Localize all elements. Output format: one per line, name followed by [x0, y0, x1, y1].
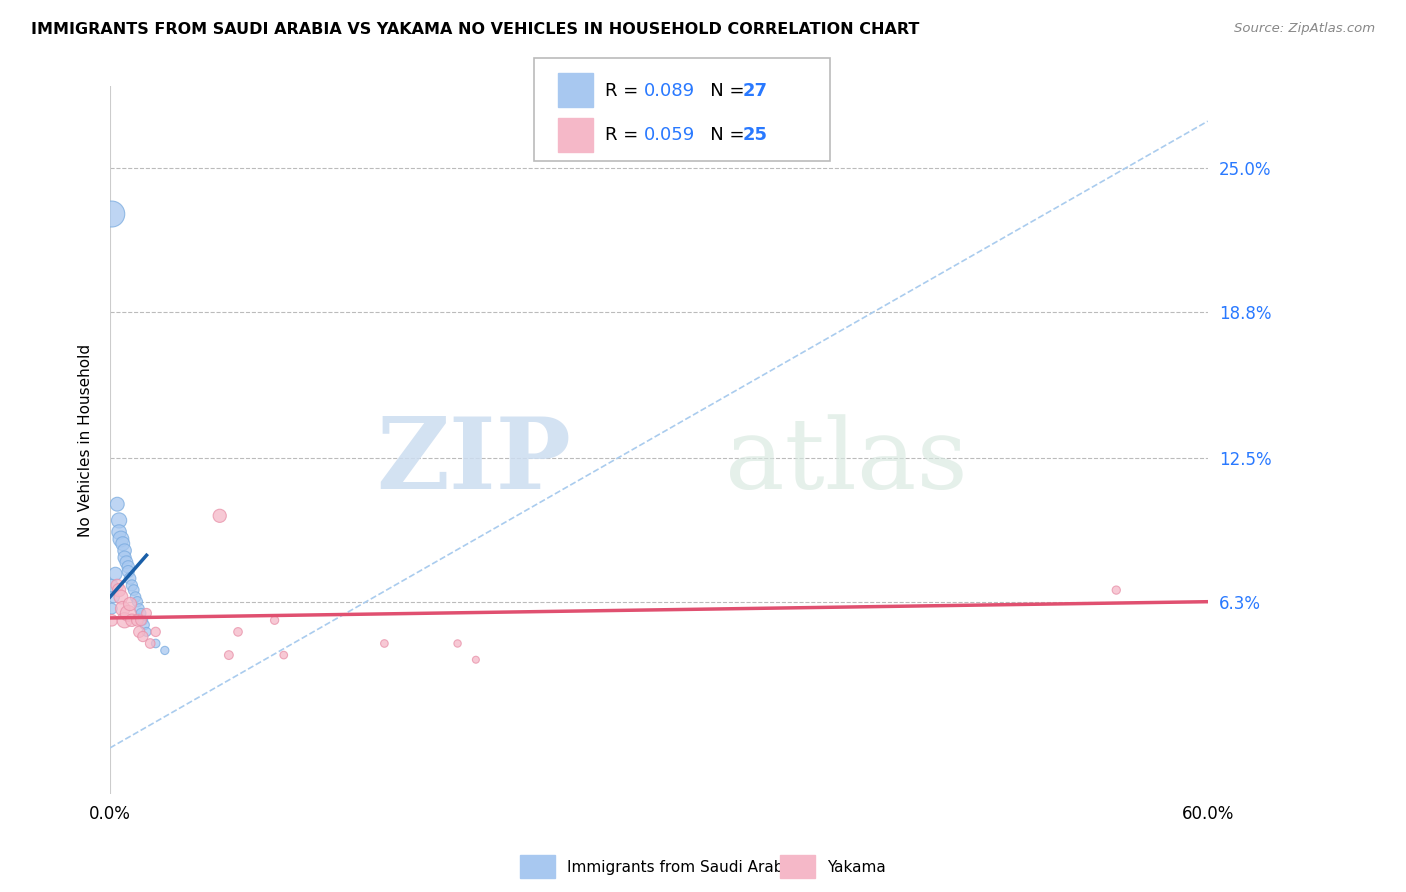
Point — [100, 601, 122, 615]
Point — [218, 648, 240, 662]
Point — [117, 607, 139, 621]
Point — [153, 643, 176, 657]
Point — [129, 607, 152, 621]
Text: N =: N = — [693, 81, 751, 100]
Point — [121, 613, 143, 627]
Point — [1105, 583, 1128, 598]
Point — [132, 630, 155, 644]
Point — [111, 536, 134, 550]
Point — [135, 624, 157, 639]
Point — [115, 555, 138, 569]
Point — [124, 590, 146, 604]
Point — [100, 578, 122, 592]
Text: IMMIGRANTS FROM SAUDI ARABIA VS YAKAMA NO VEHICLES IN HOUSEHOLD CORRELATION CHAR: IMMIGRANTS FROM SAUDI ARABIA VS YAKAMA N… — [31, 22, 920, 37]
Point — [114, 543, 136, 558]
Text: Immigrants from Saudi Arabia: Immigrants from Saudi Arabia — [567, 860, 797, 874]
Point — [128, 624, 150, 639]
Text: N =: N = — [693, 127, 751, 145]
Text: 0.089: 0.089 — [644, 81, 695, 100]
Text: 27: 27 — [742, 81, 768, 100]
Point — [464, 653, 486, 667]
Point — [134, 618, 156, 632]
Point — [226, 624, 249, 639]
Point — [108, 524, 131, 539]
Point — [132, 613, 155, 627]
Text: 25: 25 — [742, 127, 768, 145]
Point — [120, 572, 142, 586]
Point — [121, 578, 143, 592]
Point — [145, 636, 167, 650]
Point — [273, 648, 295, 662]
Text: Yakama: Yakama — [827, 860, 886, 874]
Text: R =: R = — [605, 127, 644, 145]
Point — [110, 532, 132, 546]
Point — [263, 613, 285, 627]
Point — [104, 566, 127, 581]
Point — [111, 601, 134, 615]
Text: ZIP: ZIP — [377, 413, 571, 510]
Point — [127, 613, 149, 627]
Point — [139, 636, 162, 650]
Point — [208, 508, 231, 523]
Point — [127, 595, 149, 609]
Point — [105, 497, 128, 511]
Point — [100, 613, 122, 627]
Text: 0.059: 0.059 — [644, 127, 695, 145]
Point — [108, 583, 131, 598]
Point — [129, 613, 152, 627]
Point — [122, 583, 145, 598]
Point — [128, 601, 150, 615]
Text: Source: ZipAtlas.com: Source: ZipAtlas.com — [1234, 22, 1375, 36]
Point — [110, 590, 132, 604]
Point — [114, 550, 136, 565]
Point — [117, 560, 139, 574]
Point — [145, 624, 167, 639]
Point — [120, 597, 142, 611]
Text: R =: R = — [605, 81, 644, 100]
Point — [105, 578, 128, 592]
Point — [108, 513, 131, 527]
Point — [103, 590, 125, 604]
Y-axis label: No Vehicles in Household: No Vehicles in Household — [79, 343, 93, 537]
Point — [446, 636, 468, 650]
Text: atlas: atlas — [724, 414, 967, 509]
Point — [117, 565, 139, 579]
Point — [373, 636, 395, 650]
Point — [135, 607, 157, 621]
Point — [114, 613, 136, 627]
Point — [100, 207, 122, 221]
